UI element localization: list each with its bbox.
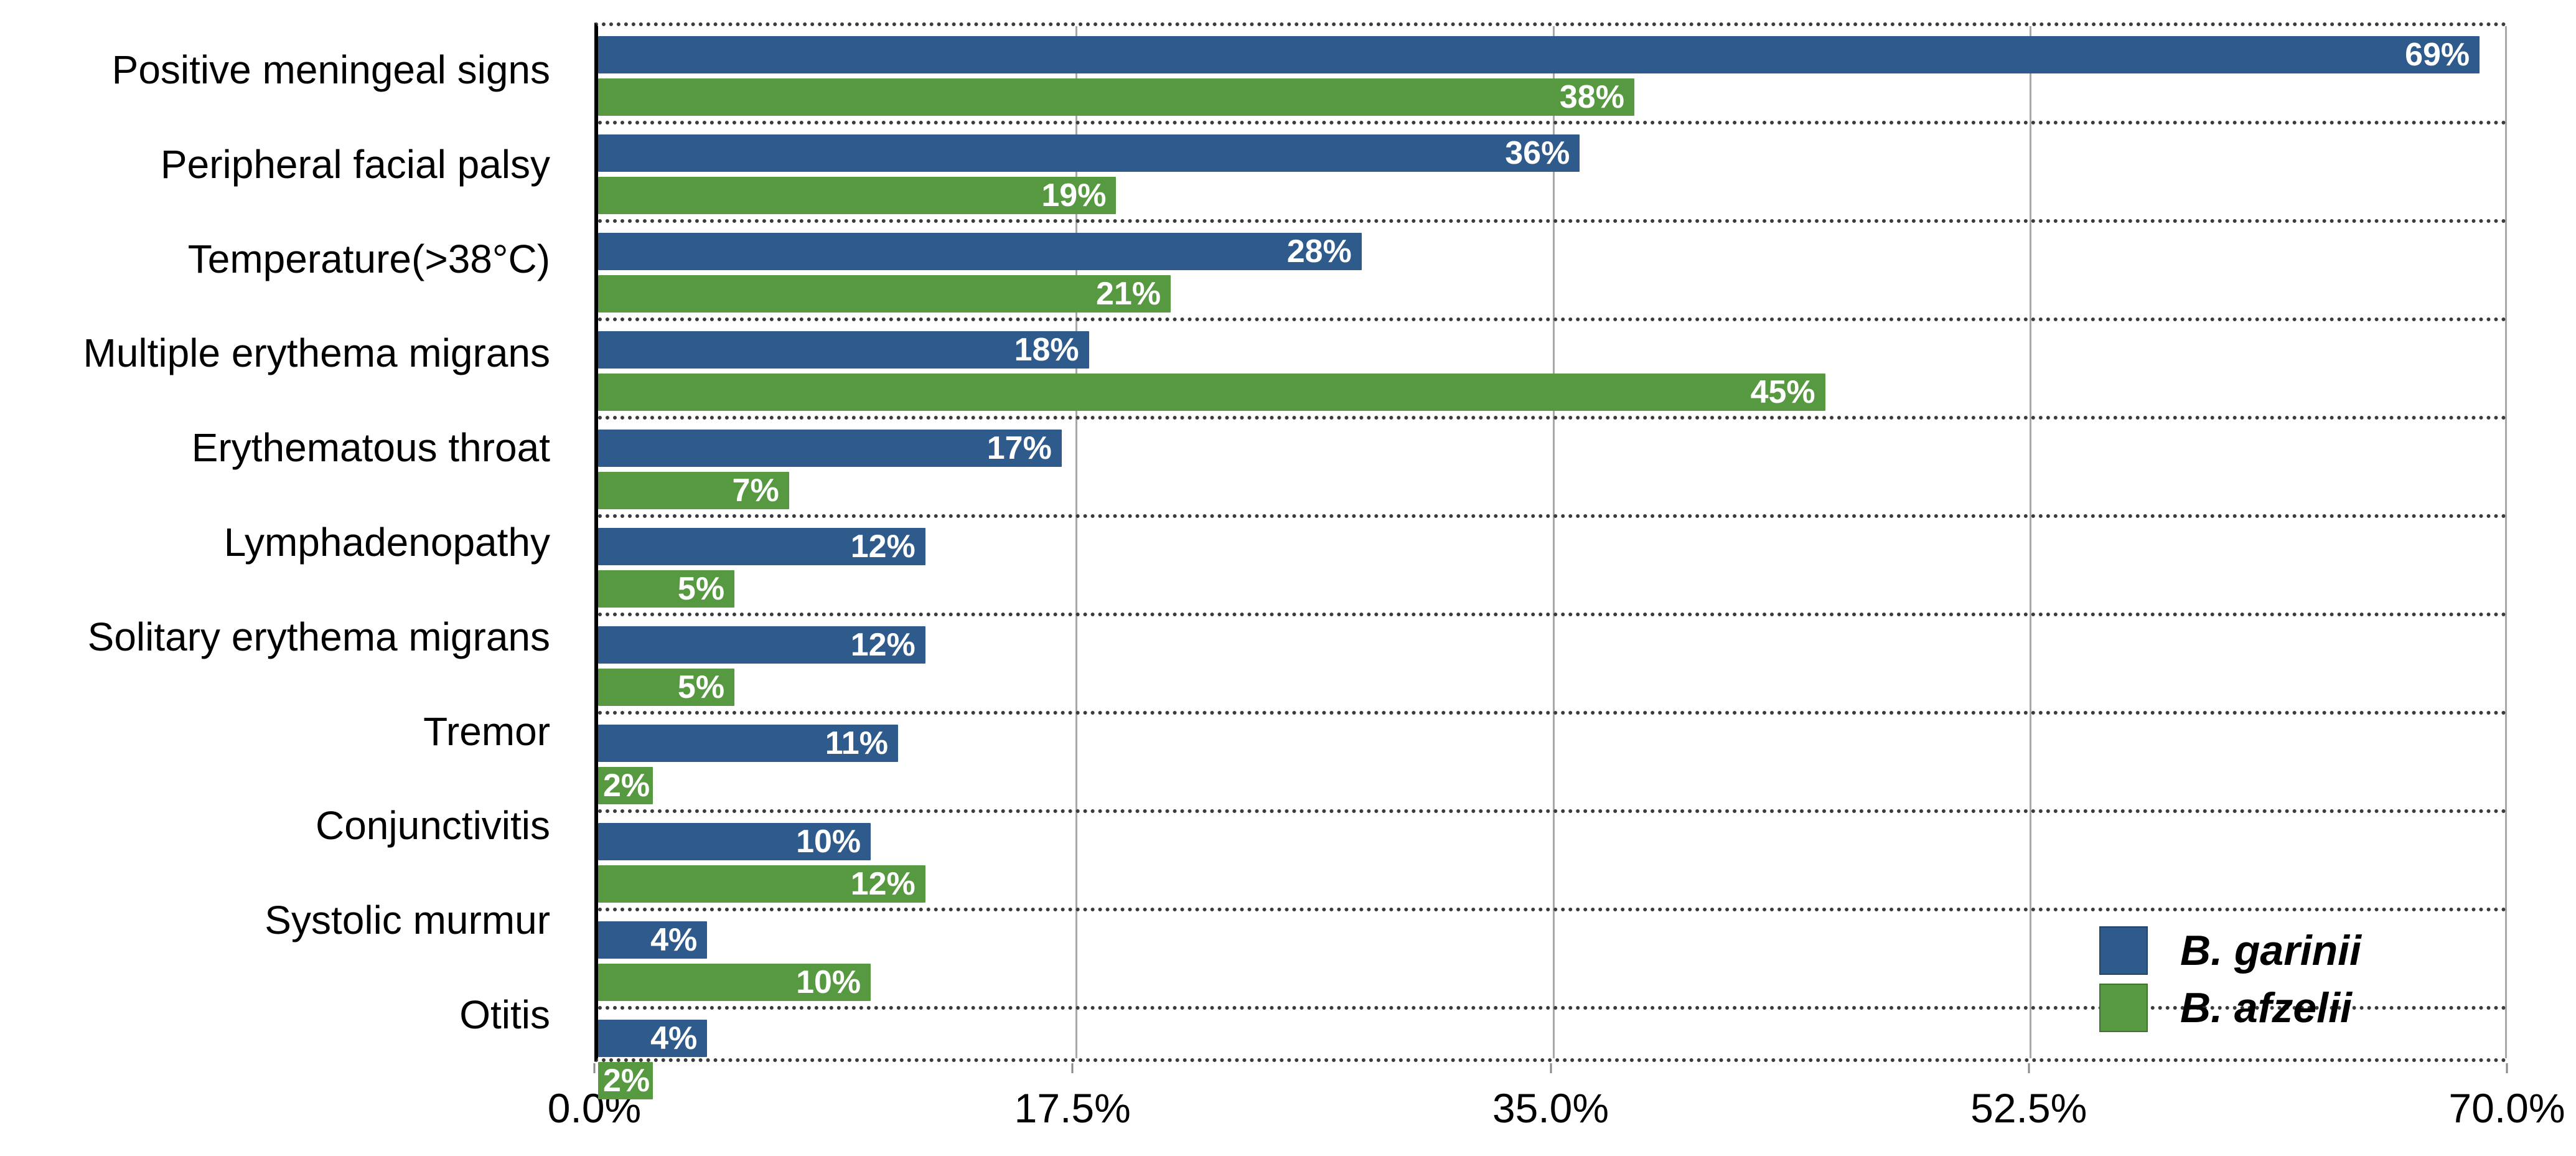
bar-series-0: 12% <box>598 528 925 565</box>
category-label: Erythematous throat <box>191 425 550 471</box>
category-label: Peripheral facial palsy <box>160 141 550 187</box>
category-label: Otitis <box>459 992 550 1038</box>
category-row: 4% 10% <box>598 911 2507 1010</box>
bar-value-label: 2% <box>603 768 650 804</box>
legend: B. garinii B. afzelii <box>2099 926 2361 1032</box>
bar-value-label: 36% <box>1505 135 1570 171</box>
bar-series-1: 2% <box>598 767 653 804</box>
category-label: Lymphadenopathy <box>223 519 550 565</box>
category-row: 12% 5% <box>598 616 2507 715</box>
category-row: 28% 21% <box>598 223 2507 321</box>
gridline-35pct <box>1552 26 1555 1058</box>
bar-series-0: 4% <box>598 1020 708 1057</box>
category-label: Tremor <box>423 708 550 754</box>
bar-value-label: 45% <box>1750 374 1815 410</box>
bar-value-label: 10% <box>796 824 861 860</box>
category-row: 36% 19% <box>598 125 2507 223</box>
bar-series-1: 2% <box>598 1062 653 1099</box>
x-axis-tick-mark <box>2506 1063 2508 1073</box>
bar-value-label: 5% <box>677 571 725 607</box>
bar-value-label: 19% <box>1041 177 1107 214</box>
bar-series-0: 36% <box>598 134 1580 172</box>
gridline-17-5pct <box>1075 26 1077 1058</box>
bar-value-label: 2% <box>603 1063 650 1099</box>
bar-series-1: 12% <box>598 865 925 903</box>
category-row: 11% 2% <box>598 715 2507 813</box>
x-axis-tick-mark <box>593 1063 596 1073</box>
bar-value-label: 11% <box>825 725 888 761</box>
category-row: 69% 38% <box>598 26 2507 125</box>
bar-series-0: 17% <box>598 430 1062 467</box>
category-row: 18% 45% <box>598 321 2507 420</box>
bar-value-label: 12% <box>850 529 916 565</box>
bar-series-0: 28% <box>598 233 1362 270</box>
category-label: Solitary erythema migrans <box>87 614 550 659</box>
bar-value-label: 28% <box>1286 233 1352 270</box>
bar-series-1: 7% <box>598 472 789 509</box>
bar-series-0: 10% <box>598 823 871 860</box>
bar-series-1: 19% <box>598 177 1117 214</box>
x-axis-tick-label: 52.5% <box>1970 1085 2087 1131</box>
gridline-70pct <box>2505 26 2507 1058</box>
bar-series-1: 5% <box>598 570 735 608</box>
bar-value-label: 10% <box>796 964 861 1000</box>
legend-label-garinii: B. garinii <box>2180 927 2361 974</box>
legend-label-afzelii: B. afzelii <box>2180 984 2352 1031</box>
bar-value-label: 21% <box>1096 276 1161 312</box>
bar-series-0: 69% <box>598 36 2480 73</box>
bar-value-label: 7% <box>732 472 779 509</box>
bar-series-0: 11% <box>598 725 898 762</box>
bar-series-0: 18% <box>598 331 1089 369</box>
bar-rows: 69% 38% 36% 19% 28% 21% 18% 45% 17% 7% 12% 5% 12% 5% 1… <box>598 26 2507 1099</box>
x-axis-tick-label: 35.0% <box>1492 1085 1609 1131</box>
bar-value-label: 18% <box>1014 332 1079 368</box>
legend-swatch-afzelii <box>2099 984 2148 1032</box>
legend-item-afzelii: B. afzelii <box>2099 984 2361 1032</box>
category-label: Conjunctivitis <box>315 803 550 848</box>
bar-value-label: 69% <box>2405 37 2470 73</box>
category-row: 10% 12% <box>598 813 2507 911</box>
bar-value-label: 4% <box>650 922 698 958</box>
category-axis-labels: Positive meningeal signs Peripheral facia… <box>0 22 568 1062</box>
bar-series-1: 45% <box>598 374 1825 411</box>
bar-value-label: 12% <box>850 866 916 902</box>
x-axis: 0.0% 17.5% 35.0% 52.5% 70.0% <box>548 1063 2565 1135</box>
bar-value-label: 4% <box>650 1020 698 1056</box>
bar-series-1: 10% <box>598 964 871 1001</box>
bar-value-label: 5% <box>677 669 725 705</box>
category-row: 4% 2% <box>598 1010 2507 1104</box>
category-label: Multiple erythema migrans <box>83 331 551 376</box>
bar-value-label: 17% <box>986 430 1052 466</box>
category-label: Systolic murmur <box>265 898 550 943</box>
legend-item-garinii: B. garinii <box>2099 926 2361 975</box>
gridline-52-5pct <box>2030 26 2032 1058</box>
category-row: 17% 7% <box>598 420 2507 518</box>
x-axis-tick-mark <box>1071 1063 1074 1073</box>
bar-series-1: 38% <box>598 78 1634 116</box>
bar-series-0: 12% <box>598 626 925 664</box>
x-axis-tick-mark <box>2028 1063 2030 1073</box>
category-label: Positive meningeal signs <box>111 47 550 92</box>
x-axis-tick-label: 70.0% <box>2448 1085 2565 1131</box>
bar-series-1: 5% <box>598 669 735 706</box>
bar-value-label: 12% <box>850 627 916 663</box>
plot-area: 69% 38% 36% 19% 28% 21% 18% 45% 17% 7% 12% 5% 12% 5% 1… <box>594 22 2507 1099</box>
x-axis-tick-label: 17.5% <box>1014 1085 1131 1131</box>
bar-series-0: 4% <box>598 921 708 959</box>
category-label: Temperature(>38°C) <box>187 236 550 281</box>
bar-value-label: 38% <box>1559 79 1624 115</box>
category-row: 12% 5% <box>598 518 2507 616</box>
x-axis-tick-mark <box>1550 1063 1552 1073</box>
legend-swatch-garinii <box>2099 926 2148 975</box>
bar-series-1: 21% <box>598 275 1171 312</box>
